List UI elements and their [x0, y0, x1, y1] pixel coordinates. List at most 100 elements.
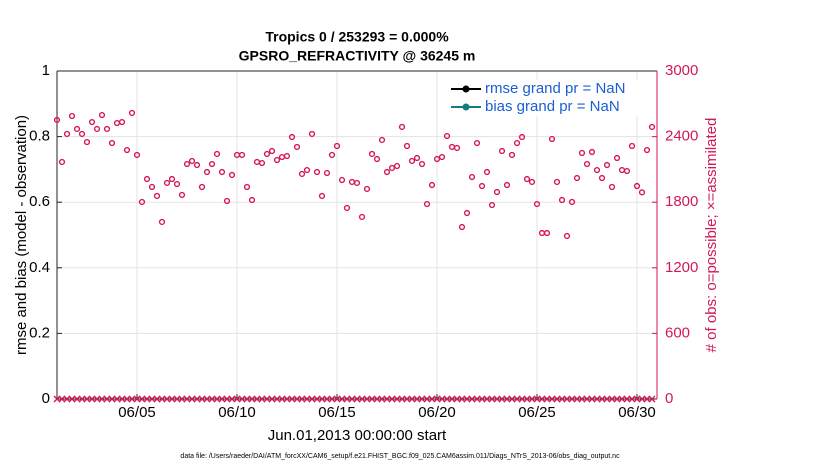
assimilated-marker	[113, 395, 121, 403]
assimilated-marker	[273, 395, 281, 403]
possible-marker	[123, 146, 131, 154]
possible-marker	[438, 153, 446, 161]
possible-marker	[208, 160, 216, 168]
legend-marker	[462, 103, 470, 111]
possible-marker	[303, 166, 311, 174]
possible-marker	[258, 159, 266, 167]
possible-marker	[58, 158, 66, 166]
assimilated-marker	[328, 395, 336, 403]
assimilated-marker	[343, 395, 351, 403]
assimilated-marker	[528, 395, 536, 403]
footnote: data file: /Users/raeder/DAI/ATM_forcXX/…	[180, 453, 620, 460]
assimilated-marker	[423, 395, 431, 403]
possible-marker	[133, 151, 141, 159]
possible-marker	[268, 147, 276, 155]
assimilated-marker	[428, 395, 436, 403]
possible-marker	[203, 168, 211, 176]
assimilated-marker	[193, 395, 201, 403]
assimilated-marker	[253, 395, 261, 403]
possible-marker	[628, 142, 636, 150]
assimilated-marker	[123, 395, 131, 403]
assimilated-marker	[628, 395, 636, 403]
y-tick-label: 0.2	[29, 324, 50, 341]
possible-marker	[578, 149, 586, 157]
possible-marker	[78, 130, 86, 138]
y-tick-label: 1	[42, 62, 50, 79]
possible-marker	[613, 154, 621, 162]
possible-marker	[493, 188, 501, 196]
possible-marker	[143, 175, 151, 183]
possible-marker	[343, 204, 351, 212]
possible-marker	[388, 164, 396, 172]
assimilated-marker	[543, 395, 551, 403]
possible-marker	[263, 150, 271, 158]
possible-marker	[188, 157, 196, 165]
possible-marker	[183, 160, 191, 168]
assimilated-marker	[648, 395, 656, 403]
assimilated-marker	[213, 395, 221, 403]
possible-marker	[283, 152, 291, 160]
possible-marker	[288, 133, 296, 141]
assimilated-marker	[608, 395, 616, 403]
possible-marker	[193, 161, 201, 169]
assimilated-marker	[578, 395, 586, 403]
possible-marker	[328, 151, 336, 159]
possible-marker	[333, 142, 341, 150]
possible-marker	[623, 167, 631, 175]
assimilated-marker	[473, 395, 481, 403]
assimilated-marker	[483, 395, 491, 403]
assimilated-marker	[63, 395, 71, 403]
assimilated-marker	[558, 395, 566, 403]
assimilated-marker	[518, 395, 526, 403]
assimilated-marker	[398, 395, 406, 403]
y2-tick-label: 2400	[665, 128, 698, 145]
chart-subtitle: GPSRO_REFRACTIVITY @ 36245 m	[239, 48, 476, 64]
assimilated-marker	[198, 395, 206, 403]
assimilated-marker	[118, 395, 126, 403]
assimilated-marker	[583, 395, 591, 403]
possible-marker	[158, 218, 166, 226]
possible-marker	[358, 213, 366, 221]
possible-marker	[323, 169, 331, 177]
possible-marker	[173, 180, 181, 188]
possible-marker	[73, 125, 81, 133]
possible-marker	[418, 160, 426, 168]
assimilated-marker	[83, 395, 91, 403]
possible-marker	[403, 142, 411, 150]
possible-marker	[548, 135, 556, 143]
assimilated-marker	[153, 395, 161, 403]
assimilated-marker	[508, 395, 516, 403]
possible-marker	[383, 168, 391, 176]
assimilated-marker	[178, 395, 186, 403]
assimilated-marker	[643, 395, 651, 403]
assimilated-marker	[638, 395, 646, 403]
possible-marker	[163, 179, 171, 187]
assimilated-marker	[568, 395, 576, 403]
assimilated-marker	[598, 395, 606, 403]
possible-marker	[573, 174, 581, 182]
assimilated-marker	[463, 395, 471, 403]
assimilated-marker	[138, 395, 146, 403]
assimilated-marker	[188, 395, 196, 403]
possible-marker	[368, 150, 376, 158]
possible-marker	[373, 155, 381, 163]
possible-marker	[108, 139, 116, 147]
assimilated-marker	[303, 395, 311, 403]
possible-marker	[338, 176, 346, 184]
assimilated-marker	[148, 395, 156, 403]
possible-marker	[293, 143, 301, 151]
possible-marker	[593, 166, 601, 174]
possible-marker	[273, 156, 281, 164]
possible-marker	[468, 173, 476, 181]
possible-marker	[178, 191, 186, 199]
assimilated-marker	[88, 395, 96, 403]
assimilated-marker	[233, 395, 241, 403]
assimilated-marker	[288, 395, 296, 403]
possible-marker	[398, 123, 406, 131]
x-tick-label: 06/05	[118, 404, 156, 421]
possible-marker	[588, 148, 596, 156]
assimilated-marker	[158, 395, 166, 403]
assimilated-marker	[98, 395, 106, 403]
assimilated-marker	[203, 395, 211, 403]
assimilated-marker	[318, 395, 326, 403]
